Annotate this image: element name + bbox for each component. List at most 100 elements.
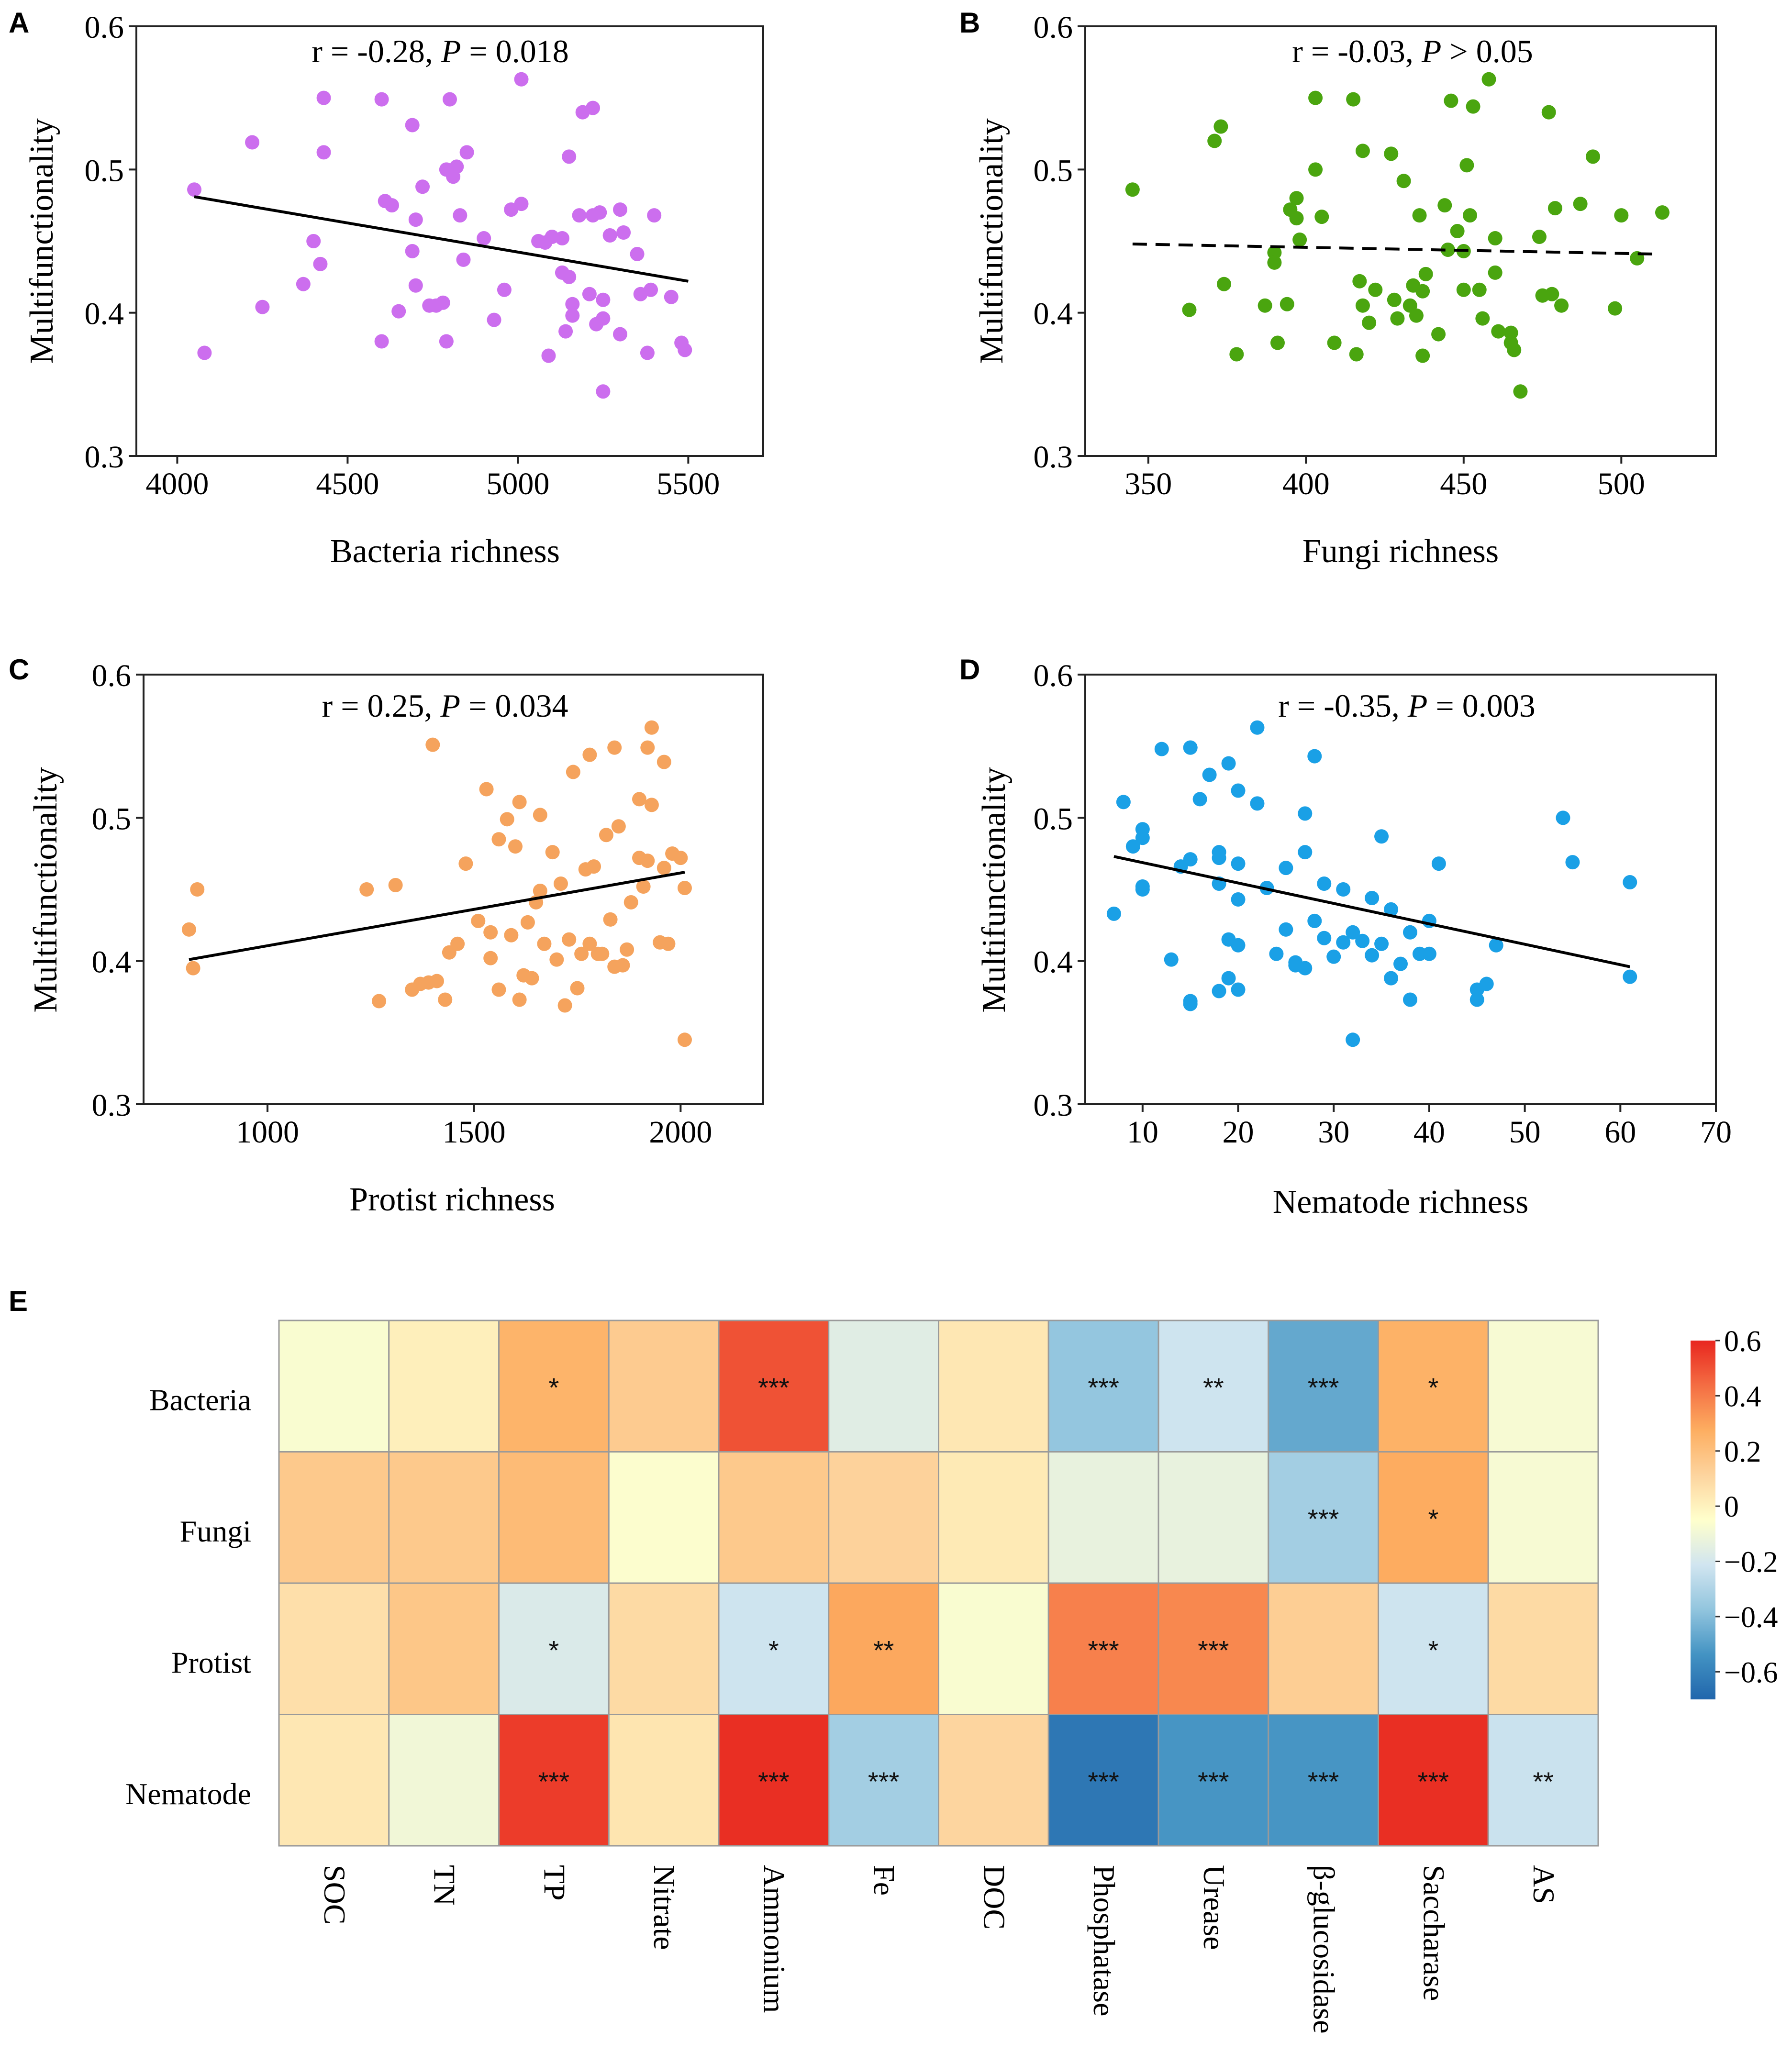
x-tick-label-c: 1500 xyxy=(443,1115,506,1150)
heatmap-cell xyxy=(1487,1582,1599,1715)
data-point-c xyxy=(677,881,692,896)
heatmap-column-label: TP xyxy=(537,1865,571,1901)
heatmap-cell xyxy=(938,1582,1049,1715)
significance-mark: *** xyxy=(1418,1766,1449,1797)
y-tick-label-b: 0.6 xyxy=(1034,10,1073,45)
data-point-d xyxy=(1231,892,1246,907)
data-point-b xyxy=(1541,105,1556,120)
data-point-c xyxy=(611,819,626,834)
data-point-b xyxy=(1573,197,1588,211)
y-axis-label-a: Multifunctionality xyxy=(23,118,60,364)
data-point-d xyxy=(1212,984,1226,998)
data-point-a xyxy=(592,205,607,220)
data-point-a xyxy=(562,269,577,284)
y-tick-label-b: 0.5 xyxy=(1034,153,1073,188)
stat-annotation-b: r = -0.03, P > 0.05 xyxy=(1292,33,1533,69)
data-point-c xyxy=(388,878,403,893)
heatmap-cell xyxy=(1047,1451,1159,1584)
heatmap-column-label: Ammonium xyxy=(757,1865,791,2013)
heatmap-column-label: Fe xyxy=(868,1865,902,1896)
y-tick-label-c: 0.5 xyxy=(92,801,132,836)
panel-label-b: B xyxy=(959,7,980,39)
data-point-d xyxy=(1231,856,1246,871)
data-point-c xyxy=(632,792,646,807)
data-point-d xyxy=(1346,1032,1360,1047)
heatmap-column-label: Saccharase xyxy=(1417,1865,1451,2001)
heatmap-cell xyxy=(388,1320,500,1453)
x-axis-label-c: Protist richness xyxy=(349,1181,555,1218)
heatmap-cell xyxy=(498,1451,610,1584)
y-axis-label-d: Multifunctionality xyxy=(976,767,1013,1012)
heatmap-column-label: TN xyxy=(428,1865,462,1906)
heatmap-cell xyxy=(278,1582,390,1715)
data-point-b xyxy=(1368,282,1383,297)
data-point-a xyxy=(664,289,679,304)
x-tick-label-d: 40 xyxy=(1414,1115,1445,1150)
data-point-a xyxy=(453,208,467,223)
panel-b: B 0.3 0.4 0.5 0.6 350 400 450 500 r = -0.03, P… xyxy=(959,7,1717,570)
data-point-b xyxy=(1216,277,1231,291)
y-tick-label-b: 0.4 xyxy=(1034,297,1073,332)
data-point-d xyxy=(1279,861,1293,876)
data-point-d xyxy=(1469,992,1484,1007)
y-tick-label-a: 0.3 xyxy=(85,440,124,475)
heatmap-cell xyxy=(1378,1320,1489,1453)
data-point-d xyxy=(1212,845,1226,860)
data-point-c xyxy=(372,994,387,1009)
data-point-a xyxy=(435,295,450,310)
heatmap-column-label: Nitrate xyxy=(647,1865,681,1950)
heatmap-cell xyxy=(278,1714,390,1847)
data-point-a xyxy=(443,92,457,107)
data-point-b xyxy=(1608,301,1623,316)
data-point-d xyxy=(1125,839,1140,854)
x-tick-label-d: 10 xyxy=(1127,1115,1158,1150)
data-point-a xyxy=(449,159,464,174)
data-point-a xyxy=(374,92,389,107)
data-point-d xyxy=(1250,720,1265,735)
heatmap-cell xyxy=(1378,1582,1489,1715)
data-point-b xyxy=(1355,298,1370,313)
data-point-c xyxy=(500,812,514,827)
x-axis-label-b: Fungi richness xyxy=(1302,533,1499,570)
data-point-c xyxy=(640,854,655,868)
data-point-c xyxy=(359,882,374,897)
panel-label-c: C xyxy=(9,654,29,686)
significance-mark: ** xyxy=(1203,1372,1224,1402)
data-point-c xyxy=(644,720,659,735)
panel-label-a: A xyxy=(9,7,29,39)
x-tick-label-a: 5500 xyxy=(657,466,720,501)
heatmap-cell xyxy=(278,1320,390,1453)
data-point-a xyxy=(678,343,692,357)
significance-mark: *** xyxy=(1088,1372,1119,1402)
panel-d: D 0.3 0.4 0.5 0.6 10 20 30 40 50 60 70 r = -0.35,… xyxy=(959,654,1732,1220)
data-point-b xyxy=(1258,298,1272,313)
y-tick-label-c: 0.4 xyxy=(92,945,132,980)
data-point-c xyxy=(186,961,200,976)
colorbar-tick-label: −0.2 xyxy=(1724,1546,1778,1579)
data-point-c xyxy=(533,883,547,898)
data-point-d xyxy=(1135,882,1150,897)
data-point-a xyxy=(514,197,529,211)
data-point-c xyxy=(661,936,676,951)
data-point-c xyxy=(512,795,527,810)
heatmap-row-label: Bacteria xyxy=(149,1383,251,1417)
data-point-a xyxy=(612,327,627,342)
data-point-a xyxy=(439,334,454,349)
data-point-a xyxy=(596,292,611,307)
data-point-a xyxy=(374,334,389,349)
plot-frame-b xyxy=(1084,25,1717,457)
data-point-b xyxy=(1488,265,1503,280)
heatmap-cell xyxy=(718,1714,830,1847)
data-point-c xyxy=(640,740,655,755)
data-point-c xyxy=(181,922,196,937)
data-point-b xyxy=(1270,335,1285,350)
data-point-c xyxy=(562,932,577,947)
heatmap-row-label: Protist xyxy=(171,1645,251,1679)
heatmap-cell xyxy=(608,1582,720,1715)
data-point-c xyxy=(566,765,580,779)
significance-mark: *** xyxy=(1308,1372,1339,1402)
data-point-c xyxy=(438,992,453,1007)
heatmap-column-label: DOC xyxy=(977,1865,1011,1930)
heatmap-column-label: SOC xyxy=(318,1865,352,1925)
data-point-b xyxy=(1292,233,1307,247)
